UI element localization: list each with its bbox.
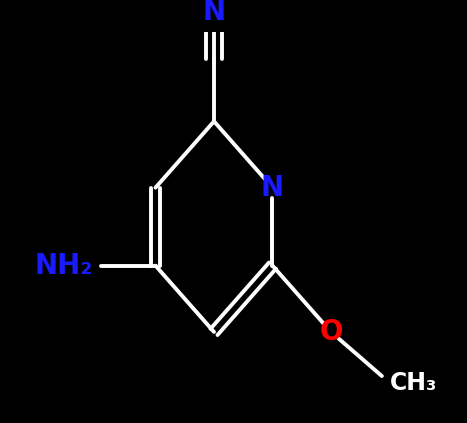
Text: NH₂: NH₂ — [35, 252, 93, 280]
Text: N: N — [202, 0, 226, 26]
Text: O: O — [319, 318, 343, 346]
Text: CH₃: CH₃ — [389, 371, 437, 395]
Text: N: N — [261, 174, 284, 202]
